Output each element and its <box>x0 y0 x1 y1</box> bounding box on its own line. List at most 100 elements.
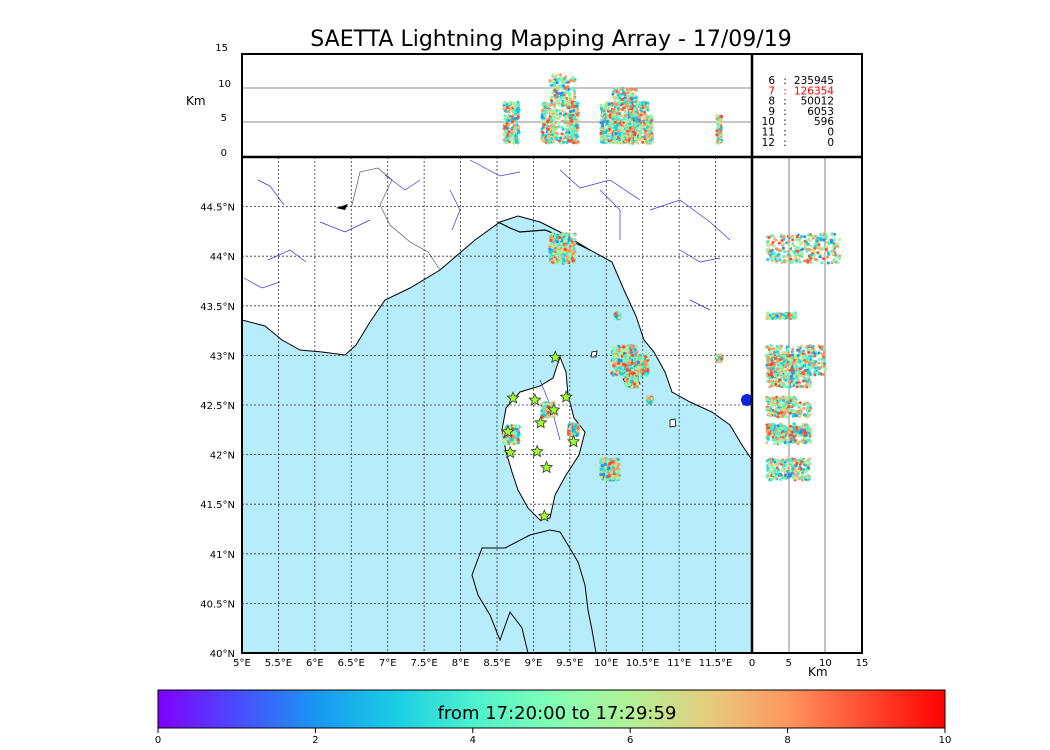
lightning-altitude-point <box>561 84 565 88</box>
lightning-source-point <box>623 354 627 358</box>
lightning-altitude-point <box>613 116 617 119</box>
lightning-source-point <box>548 245 552 249</box>
lightning-source-point <box>546 404 550 409</box>
lightning-source-point <box>612 474 616 478</box>
lightning-latitude-point <box>803 363 807 367</box>
lightning-latitude-point <box>788 260 792 264</box>
lightning-altitude-point <box>576 115 580 119</box>
lightning-source-point <box>644 373 649 377</box>
lightning-altitude-point <box>550 86 554 90</box>
lightning-source-point <box>503 440 507 445</box>
lightning-latitude-point <box>817 243 821 247</box>
lightning-altitude-point <box>626 133 630 136</box>
lightning-altitude-point <box>572 141 576 145</box>
lightning-altitude-point <box>546 127 550 131</box>
river-3 <box>539 189 721 441</box>
lightning-altitude-point <box>561 99 565 103</box>
lightning-altitude-point <box>629 137 633 141</box>
lightning-latitude-point <box>826 261 830 265</box>
lightning-altitude-point <box>503 126 507 130</box>
lightning-source-point <box>602 458 606 462</box>
lightning-latitude-point <box>785 372 789 376</box>
lightning-altitude-point <box>629 92 633 96</box>
lightning-latitude-point <box>808 239 812 243</box>
count-row-separator: : <box>783 75 787 87</box>
lightning-altitude-point <box>573 104 577 108</box>
lightning-latitude-point <box>796 249 800 253</box>
lightning-source-point <box>617 462 621 466</box>
lightning-source-point <box>608 461 612 465</box>
lightning-altitude-point <box>602 106 606 110</box>
lightning-source-point <box>551 245 555 249</box>
lightning-source-point <box>513 429 517 433</box>
lightning-latitude-point <box>774 374 778 378</box>
lightning-altitude-point <box>635 113 639 117</box>
lightning-latitude-point <box>767 236 771 239</box>
lightning-altitude-point <box>568 92 572 96</box>
lightning-altitude-point <box>563 86 567 90</box>
lightning-latitude-point <box>812 351 816 355</box>
lightning-latitude-point <box>803 243 807 246</box>
map-xtick-label: 9°E <box>525 658 543 669</box>
lightning-latitude-point <box>785 259 789 263</box>
lightning-latitude-point <box>783 250 787 254</box>
lightning-latitude-point <box>811 234 815 238</box>
lightning-source-point <box>630 345 634 350</box>
lightning-altitude-point <box>638 119 642 123</box>
lightning-source-point <box>625 374 629 378</box>
lightning-altitude-point <box>506 123 510 127</box>
flash-count-table: 6:2359457:1263548:500129:605310:59611:01… <box>762 75 835 149</box>
map-xtick-label: 6°E <box>306 658 324 669</box>
lightning-source-point <box>617 316 621 320</box>
map-ytick-label: 41°N <box>210 550 235 561</box>
lightning-source-point <box>572 254 577 258</box>
lightning-source-point <box>564 237 568 241</box>
lightning-altitude-point <box>715 140 719 143</box>
lightning-altitude-point <box>510 126 514 130</box>
lightning-altitude-point <box>508 107 512 110</box>
altitude-longitude-panel: 15 10 5 0 Km 6:2359457:1263548:500129:60… <box>186 43 862 159</box>
lightning-altitude-point <box>505 106 509 110</box>
count-row-value: 6053 <box>807 106 834 118</box>
lightning-altitude-point <box>637 115 641 119</box>
lightning-latitude-point <box>818 247 822 251</box>
lightning-latitude-point <box>775 367 779 371</box>
gorgona-island <box>590 350 598 358</box>
lightning-latitude-point <box>822 238 826 242</box>
lightning-latitude-point <box>826 251 830 255</box>
lightning-altitude-point <box>637 104 641 108</box>
lightning-altitude-point <box>605 134 609 138</box>
lightning-latitude-point <box>817 357 821 361</box>
lightning-altitude-point <box>613 89 617 93</box>
lightning-latitude-point <box>798 250 802 254</box>
lightning-altitude-point <box>547 131 551 134</box>
lightning-altitude-point <box>567 96 571 100</box>
lightning-latitude-point <box>788 254 792 258</box>
lightning-altitude-point <box>647 134 651 138</box>
lightning-altitude-point <box>618 100 622 103</box>
lightning-altitude-point <box>610 124 614 128</box>
lightning-altitude-point <box>562 81 566 85</box>
lightning-altitude-point <box>554 75 557 79</box>
lightning-altitude-point <box>634 137 637 141</box>
lightning-altitude-point <box>717 118 720 121</box>
lightning-altitude-point <box>617 115 621 118</box>
lightning-altitude-point <box>628 126 632 130</box>
lightning-source-point <box>548 260 552 264</box>
lightning-altitude-point <box>603 103 607 107</box>
lightning-latitude-point <box>772 244 776 248</box>
lightning-altitude-point <box>606 107 610 111</box>
lightning-latitude-point <box>838 254 842 258</box>
lightning-latitude-point <box>818 255 822 259</box>
lightning-latitude-point <box>835 242 839 246</box>
lightning-source-point <box>621 348 626 353</box>
lightning-latitude-point <box>782 255 786 258</box>
lightning-altitude-point <box>544 138 548 142</box>
lightning-altitude-point <box>517 138 521 142</box>
lightning-altitude-point <box>542 123 546 127</box>
lightning-source-point <box>622 345 626 349</box>
lightning-altitude-point <box>603 113 607 117</box>
lightning-altitude-point <box>643 104 647 108</box>
lightning-altitude-point <box>557 103 561 107</box>
